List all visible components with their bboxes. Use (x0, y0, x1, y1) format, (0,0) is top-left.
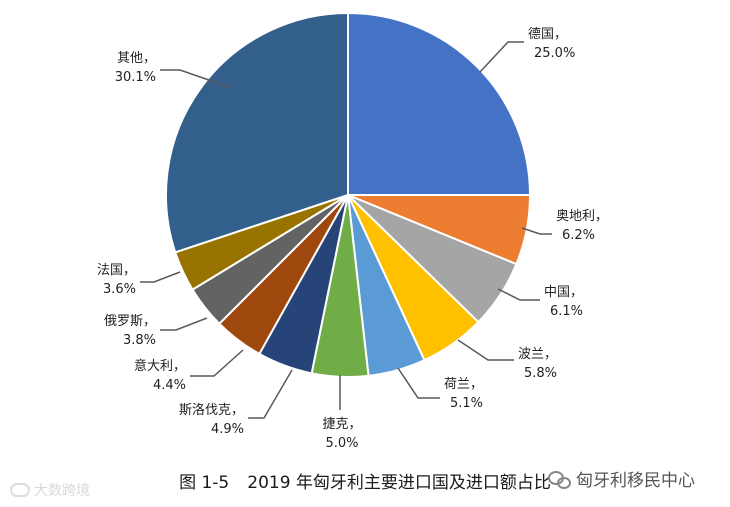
slice-value-label: 5.0% (325, 436, 358, 451)
slice-value-label: 3.8% (123, 333, 156, 348)
leader-line (479, 41, 524, 73)
leader-line (248, 369, 293, 419)
slice-category-label: 意大利， (134, 358, 186, 374)
figure-number: 图 1-5 (179, 473, 230, 493)
slice-category-label: 斯洛伐克， (179, 403, 244, 418)
slice-value-label: 5.8% (524, 366, 557, 381)
leader-lines (140, 41, 552, 419)
leader-line (140, 271, 181, 283)
chart-title: 2019 年匈牙利主要进口国及进口额占比 (247, 473, 551, 493)
leader-line (160, 69, 233, 89)
slice-value-label: 6.2% (562, 228, 595, 243)
slice-value-label: 25.0% (534, 46, 575, 61)
pie-slice (347, 11, 532, 196)
slice-value-label: 4.4% (153, 378, 186, 393)
slice-value-label: 5.1% (450, 396, 483, 411)
slice-category-label: 其他， (117, 51, 156, 66)
watermark-right-text: 匈牙利移民中心 (576, 471, 695, 491)
leader-line (497, 288, 540, 301)
slice-category-label: 法国， (97, 263, 136, 278)
slice-category-label: 德国， (528, 27, 567, 42)
slice-category-label: 俄罗斯， (104, 314, 156, 329)
leader-line (521, 227, 552, 235)
leader-line (397, 367, 440, 399)
watermark-left: 大数跨境 (10, 480, 90, 500)
slice-category-label: 捷克， (322, 417, 361, 432)
slice-category-label: 波兰， (518, 347, 557, 362)
wechat-icon (548, 470, 571, 489)
watermark-logo-icon (10, 483, 30, 497)
slice-value-label: 4.9% (211, 422, 244, 437)
pie-slice (165, 11, 349, 254)
slice-value-label: 30.1% (115, 70, 156, 85)
slice-category-label: 奥地利， (556, 209, 608, 224)
leader-line (190, 349, 244, 377)
slice-value-label: 3.6% (103, 282, 136, 297)
watermark-right: 匈牙利移民中心 (548, 466, 695, 491)
pie-slices (165, 11, 532, 378)
slice-category-label: 荷兰， (444, 377, 483, 392)
figure-caption: 图 1-5 2019 年匈牙利主要进口国及进口额占比 (0, 468, 730, 493)
slice-category-label: 中国， (544, 285, 583, 300)
data-labels: 德国， 25.0% 奥地利， 6.2% 中国， 6.1% 波兰， 5.8% 荷兰， 5.1% 捷克，… (97, 27, 608, 451)
slice-value-label: 6.1% (550, 304, 583, 319)
leader-line (160, 317, 208, 331)
watermark-left-text: 大数跨境 (34, 483, 90, 499)
leader-line (457, 339, 514, 361)
